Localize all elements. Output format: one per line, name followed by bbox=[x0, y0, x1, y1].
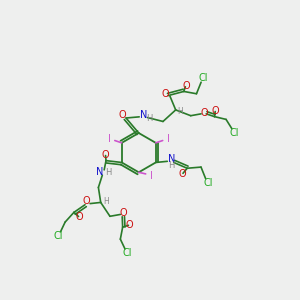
Text: I: I bbox=[167, 134, 170, 144]
Text: O: O bbox=[212, 106, 220, 116]
Text: Cl: Cl bbox=[122, 248, 132, 258]
Text: Cl: Cl bbox=[230, 128, 239, 138]
Text: Cl: Cl bbox=[199, 73, 208, 83]
Text: O: O bbox=[201, 108, 208, 118]
Text: O: O bbox=[120, 208, 127, 218]
Text: O: O bbox=[161, 89, 169, 99]
Text: H: H bbox=[146, 113, 152, 122]
Text: Cl: Cl bbox=[54, 231, 63, 242]
Text: O: O bbox=[76, 212, 83, 223]
Text: N: N bbox=[140, 110, 147, 120]
Text: I: I bbox=[150, 171, 153, 181]
Text: O: O bbox=[82, 196, 90, 206]
Text: N: N bbox=[96, 167, 104, 177]
Text: H: H bbox=[106, 168, 112, 177]
Text: Cl: Cl bbox=[204, 178, 213, 188]
Text: O: O bbox=[179, 169, 186, 179]
Text: O: O bbox=[101, 150, 109, 160]
Text: O: O bbox=[182, 81, 190, 92]
Text: H: H bbox=[168, 161, 175, 170]
Text: H: H bbox=[177, 106, 183, 116]
Text: H: H bbox=[103, 197, 109, 206]
Text: O: O bbox=[118, 110, 126, 119]
Text: N: N bbox=[168, 154, 175, 164]
Text: I: I bbox=[108, 134, 110, 144]
Text: O: O bbox=[125, 220, 133, 230]
